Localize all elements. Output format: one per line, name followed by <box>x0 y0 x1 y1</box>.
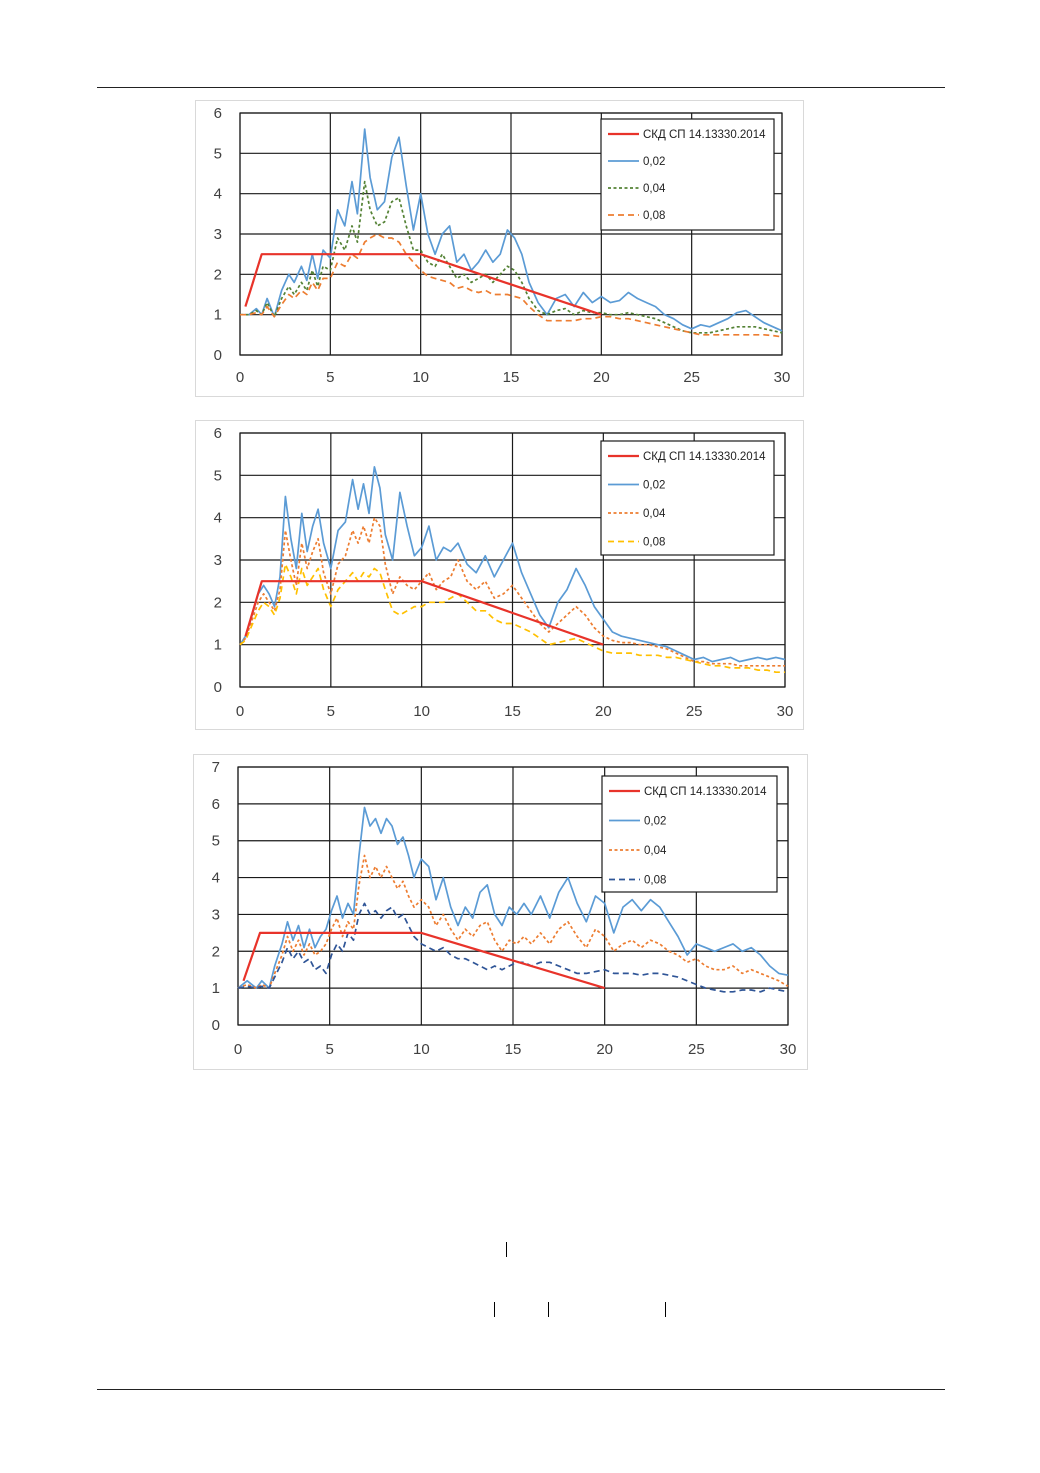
y-tick-label: 7 <box>212 759 220 776</box>
y-tick-label: 5 <box>214 467 222 484</box>
legend-label: 0,04 <box>644 845 667 857</box>
x-tick-label: 25 <box>688 1041 705 1058</box>
x-tick-label: 0 <box>234 1041 242 1058</box>
x-tick-label: 20 <box>596 1041 613 1058</box>
y-tick-label: 1 <box>214 637 222 654</box>
series-line-0-08 <box>239 563 785 674</box>
series-line-0-02 <box>240 128 783 332</box>
chart-3-svg: 0 5 10 15 20 25 30 0 1 2 3 4 5 6 7 СКД СП 14.13330.2014… <box>212 759 797 1058</box>
text-cursor-mark <box>548 1302 549 1317</box>
series-line-0-04 <box>239 516 785 667</box>
series-line-0-02 <box>239 466 786 663</box>
y-tick-label: 6 <box>214 105 222 122</box>
legend-label: 0,04 <box>643 183 666 195</box>
legend-box <box>600 440 775 556</box>
series-line-code-spectrum <box>244 580 604 646</box>
x-tick-label: 25 <box>686 703 703 720</box>
series-line-0-08 <box>237 902 789 993</box>
y-tick-label: 4 <box>212 870 220 887</box>
x-tick-label: 15 <box>503 369 520 386</box>
y-tick-label: 4 <box>214 510 222 527</box>
text-cursor-mark <box>494 1302 495 1317</box>
series-line-0-04 <box>237 854 789 989</box>
legend-label: 0,02 <box>644 816 666 828</box>
chart-panel-1: 0 5 10 15 20 25 30 0 1 2 3 4 5 6 СКД СП 14.13330.2014 0… <box>195 100 804 397</box>
series-line-code-spectrum <box>244 253 602 316</box>
x-tick-label: 10 <box>413 703 430 720</box>
legend-box <box>601 775 778 893</box>
legend-label: СКД СП 14.13330.2014 <box>644 786 767 798</box>
x-tick-label: 30 <box>780 1041 797 1058</box>
x-tick-label: 5 <box>325 1041 333 1058</box>
x-tick-label: 30 <box>777 703 794 720</box>
series-line-code-spectrum <box>242 931 606 990</box>
y-tick-label: 4 <box>214 186 222 203</box>
legend-label: 0,08 <box>643 210 665 222</box>
x-tick-label: 20 <box>593 369 610 386</box>
x-tick-label: 10 <box>413 1041 430 1058</box>
y-tick-label: 0 <box>214 679 222 696</box>
y-tick-label: 2 <box>214 266 222 283</box>
y-tick-label: 1 <box>212 980 220 997</box>
legend-label: 0,04 <box>643 508 666 520</box>
y-tick-label: 2 <box>212 943 220 960</box>
text-cursor-mark <box>506 1242 507 1257</box>
chart-1-svg: 0 5 10 15 20 25 30 0 1 2 3 4 5 6 СКД СП 14.13330.2014 0… <box>214 105 791 386</box>
y-tick-label: 1 <box>214 307 222 324</box>
x-tick-label: 15 <box>504 703 521 720</box>
series-line-0-02 <box>237 806 789 989</box>
x-tick-label: 5 <box>326 369 334 386</box>
y-tick-label: 5 <box>214 145 222 162</box>
x-tick-label: 10 <box>412 369 429 386</box>
x-tick-label: 25 <box>683 369 700 386</box>
y-tick-label: 0 <box>214 347 222 364</box>
x-tick-label: 30 <box>774 369 791 386</box>
x-tick-label: 20 <box>595 703 612 720</box>
chart-2-svg: 0 5 10 15 20 25 30 0 1 2 3 4 5 6 СКД СП 14.13330.2014 0… <box>214 425 794 720</box>
y-tick-label: 0 <box>212 1017 220 1034</box>
x-tick-label: 5 <box>327 703 335 720</box>
x-tick-label: 15 <box>505 1041 522 1058</box>
y-tick-label: 6 <box>214 425 222 442</box>
series-line-0-08 <box>240 233 783 338</box>
y-tick-label: 3 <box>214 552 222 569</box>
legend-label: 0,02 <box>643 156 665 168</box>
legend-label: 0,02 <box>643 480 665 492</box>
x-tick-label: 0 <box>236 369 244 386</box>
y-tick-label: 2 <box>214 594 222 611</box>
y-tick-label: 6 <box>212 796 220 813</box>
chart-panel-2: 0 5 10 15 20 25 30 0 1 2 3 4 5 6 СКД СП 14.13330.2014 0… <box>195 420 804 730</box>
y-tick-label: 5 <box>212 833 220 850</box>
legend-box <box>600 118 775 231</box>
legend-label: СКД СП 14.13330.2014 <box>643 129 766 141</box>
legend-label: 0,08 <box>643 537 665 549</box>
text-cursor-mark <box>665 1302 666 1317</box>
page-bottom-rule <box>97 1389 945 1390</box>
y-tick-label: 3 <box>214 226 222 243</box>
page-top-rule <box>97 87 945 88</box>
x-tick-label: 0 <box>236 703 244 720</box>
legend-label: 0,08 <box>644 875 666 887</box>
legend-label: СКД СП 14.13330.2014 <box>643 451 766 463</box>
y-tick-label: 3 <box>212 906 220 923</box>
chart-panel-3: 0 5 10 15 20 25 30 0 1 2 3 4 5 6 7 СКД СП 14.13330.2014… <box>193 754 808 1070</box>
